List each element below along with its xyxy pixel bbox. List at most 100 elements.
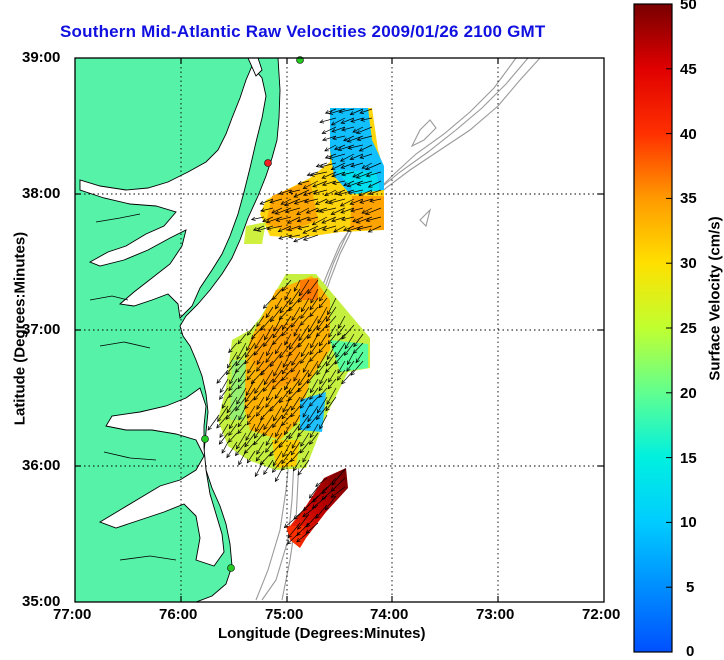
velocity-arrowhead bbox=[344, 344, 349, 350]
velocity-arrowhead bbox=[287, 533, 292, 539]
y-tick-label: 39:00 bbox=[22, 49, 61, 66]
velocity-arrow bbox=[235, 351, 247, 367]
velocity-arrow bbox=[331, 207, 346, 215]
velocity-arrowhead bbox=[284, 202, 289, 207]
velocity-arrow bbox=[334, 351, 346, 365]
velocity-arrow bbox=[328, 369, 337, 383]
velocity-arrowhead bbox=[293, 421, 298, 427]
velocity-arrow bbox=[315, 477, 328, 487]
velocity-arrow bbox=[368, 189, 382, 195]
velocity-arrow bbox=[350, 360, 364, 376]
velocity-arrowhead bbox=[319, 208, 324, 214]
velocity-arrowhead bbox=[331, 173, 336, 178]
velocity-arrow bbox=[350, 108, 364, 115]
velocity-arrow bbox=[325, 315, 337, 329]
velocity-arrowhead bbox=[310, 172, 315, 177]
velocity-arrowhead bbox=[310, 343, 315, 349]
velocity-arrowhead bbox=[367, 183, 373, 188]
velocity-arrowhead bbox=[259, 460, 265, 466]
velocity-arrow bbox=[237, 414, 247, 427]
velocity-arrow bbox=[337, 315, 346, 329]
velocity-arrowhead bbox=[226, 370, 231, 376]
velocity-arrowhead bbox=[254, 389, 259, 394]
velocity-arrowhead bbox=[281, 369, 286, 375]
velocity-arrowhead bbox=[288, 351, 293, 357]
velocity-arrowhead bbox=[317, 364, 322, 369]
velocity-arrow bbox=[271, 207, 283, 214]
velocity-arrow bbox=[300, 315, 310, 326]
velocity-arrow bbox=[255, 450, 265, 462]
velocity-arrow bbox=[281, 414, 292, 426]
velocity-arrow bbox=[341, 171, 355, 176]
velocity-arrow bbox=[361, 162, 373, 169]
velocity-arrowhead bbox=[319, 119, 324, 124]
velocity-arrowhead bbox=[365, 173, 371, 178]
x-tick-label: 74:00 bbox=[370, 606, 409, 623]
velocity-arrowhead bbox=[341, 216, 346, 222]
velocity-arrow bbox=[290, 450, 301, 462]
velocity-arrow bbox=[344, 342, 355, 356]
colorbar-tick-label: 5 bbox=[686, 579, 695, 596]
velocity-arrow bbox=[361, 207, 373, 214]
velocity-arrowhead bbox=[228, 386, 233, 392]
velocity-arrow bbox=[316, 315, 328, 331]
velocity-arrow bbox=[300, 387, 310, 402]
velocity-arrow bbox=[353, 342, 364, 354]
velocity-arrowhead bbox=[282, 363, 287, 368]
velocity-arrow bbox=[369, 198, 382, 202]
velocity-arrow bbox=[238, 450, 247, 465]
velocity-arrowhead bbox=[244, 442, 249, 448]
velocity-arrowhead bbox=[331, 218, 336, 223]
velocity-arrow bbox=[272, 378, 283, 390]
velocity-arrowhead bbox=[266, 226, 272, 231]
velocity-arrowhead bbox=[288, 390, 293, 395]
velocity-arrow bbox=[288, 378, 301, 395]
velocity-arrowhead bbox=[237, 377, 242, 383]
velocity-arrowhead bbox=[256, 322, 261, 327]
velocity-arrow bbox=[339, 108, 355, 113]
velocity-arrow bbox=[322, 135, 337, 141]
velocity-arrow bbox=[228, 432, 238, 443]
velocity-arrowhead bbox=[318, 341, 323, 347]
velocity-arrowhead bbox=[284, 295, 289, 301]
velocity-arrow bbox=[309, 432, 319, 445]
velocity-arrow bbox=[304, 198, 319, 203]
velocity-arrowhead bbox=[265, 313, 270, 319]
x-tick-label: 76:00 bbox=[159, 606, 198, 623]
velocity-arrowhead bbox=[367, 228, 373, 233]
velocity-arrowhead bbox=[291, 316, 296, 322]
velocity-arrow bbox=[256, 396, 265, 410]
velocity-arrowhead bbox=[309, 350, 314, 356]
velocity-arrow bbox=[297, 288, 310, 303]
velocity-arrow bbox=[318, 378, 328, 391]
velocity-arrowhead bbox=[307, 372, 312, 378]
velocity-arrowhead bbox=[356, 226, 362, 231]
velocity-arrow bbox=[287, 522, 301, 539]
velocity-arrowhead bbox=[316, 325, 321, 331]
velocity-arrow bbox=[307, 324, 319, 339]
velocity-arrow bbox=[317, 396, 328, 414]
pamlico-sound bbox=[98, 387, 225, 567]
velocity-arrowhead bbox=[263, 380, 268, 386]
velocity-arrow bbox=[259, 198, 274, 205]
velocity-arrowhead bbox=[319, 424, 324, 430]
velocity-arrowhead bbox=[281, 331, 286, 337]
velocity-arrowhead bbox=[316, 370, 321, 376]
velocity-arrow bbox=[316, 360, 328, 375]
colorbar-tick-label: 25 bbox=[680, 320, 697, 337]
velocity-arrow bbox=[294, 198, 310, 205]
velocity-arrow bbox=[334, 189, 346, 195]
velocity-arrowhead bbox=[245, 436, 250, 441]
velocity-arrowhead bbox=[321, 219, 327, 224]
velocity-arrow bbox=[309, 387, 319, 400]
velocity-arrowhead bbox=[318, 393, 323, 399]
velocity-arrow bbox=[254, 459, 265, 477]
velocity-arrow bbox=[253, 225, 265, 231]
velocity-arrow bbox=[306, 513, 319, 528]
velocity-arrow bbox=[256, 315, 265, 327]
velocity-arrow bbox=[272, 288, 283, 300]
velocity-arrowhead bbox=[339, 202, 345, 207]
velocity-arrowhead bbox=[293, 193, 299, 198]
velocity-arrow bbox=[302, 225, 319, 234]
velocity-arrowhead bbox=[284, 209, 290, 214]
